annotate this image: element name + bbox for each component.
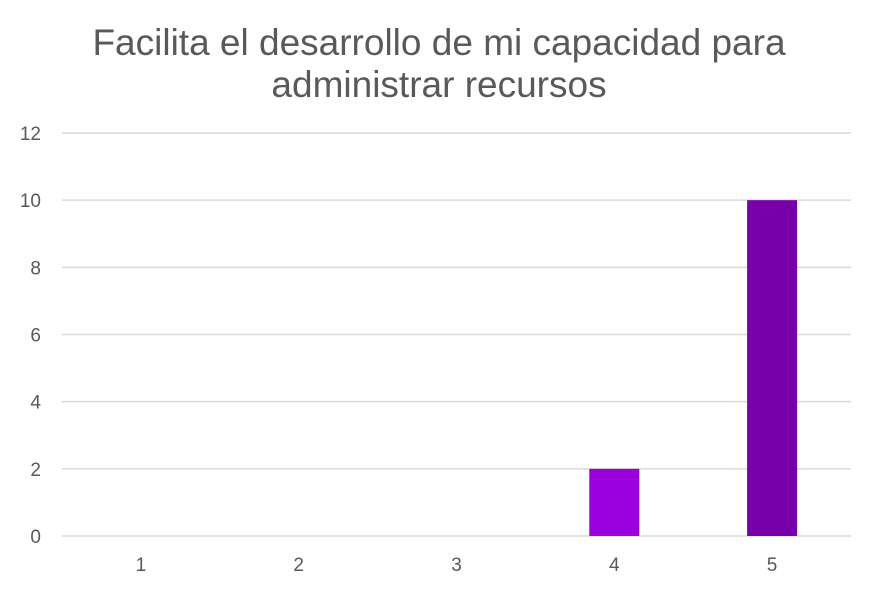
- y-tick-label: 4: [30, 393, 41, 414]
- bar-4: [589, 468, 640, 536]
- x-axis-ticks: 1 2 3 4 5: [136, 555, 778, 576]
- x-tick-label: 3: [451, 555, 462, 576]
- gridlines: [62, 132, 851, 537]
- y-tick-label: 10: [20, 191, 41, 212]
- x-tick-label: 4: [609, 555, 620, 576]
- x-tick-label: 2: [293, 555, 304, 576]
- chart-title: Facilita el desarrollo de mi capacidad p…: [92, 22, 786, 105]
- y-axis-ticks: 0 2 4 6 8 10 12: [20, 124, 42, 548]
- y-tick-label: 8: [30, 258, 41, 279]
- y-tick-label: 6: [30, 326, 41, 347]
- y-tick-label: 0: [30, 527, 41, 548]
- bars: [589, 200, 798, 536]
- bar-5: [747, 200, 798, 536]
- y-tick-label: 12: [20, 124, 41, 145]
- x-tick-label: 1: [136, 555, 147, 576]
- y-tick-label: 2: [30, 460, 41, 481]
- x-tick-label: 5: [767, 555, 778, 576]
